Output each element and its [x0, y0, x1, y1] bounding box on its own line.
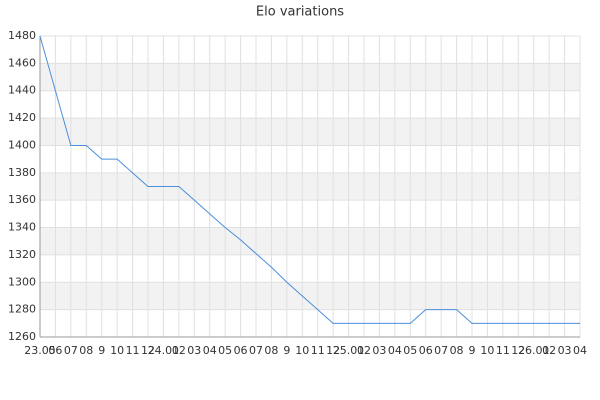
x-tick-label: 9	[98, 344, 105, 357]
x-tick-label: 07	[434, 344, 448, 357]
x-tick-label: 10	[110, 344, 124, 357]
y-tick-label: 1440	[8, 84, 36, 97]
y-tick-label: 1260	[8, 330, 36, 343]
x-tick-label: 06	[234, 344, 248, 357]
x-tick-label: 11	[126, 344, 140, 357]
x-tick-label: 08	[79, 344, 93, 357]
x-tick-label: 02	[172, 344, 186, 357]
x-tick-label: 07	[249, 344, 263, 357]
grid-band	[40, 282, 580, 310]
grid-band	[40, 63, 580, 91]
x-tick-label: 11	[311, 344, 325, 357]
x-tick-label: 08	[264, 344, 278, 357]
chart-title: Elo variations	[256, 5, 344, 20]
x-tick-label: 06	[419, 344, 433, 357]
x-tick-label: 10	[295, 344, 309, 357]
x-tick-label: 03	[558, 344, 572, 357]
x-tick-label: 04	[388, 344, 402, 357]
y-tick-label: 1400	[8, 138, 36, 151]
x-tick-label: 12	[326, 344, 340, 357]
x-tick-label: 26.01	[518, 344, 550, 357]
x-tick-label: 04	[203, 344, 217, 357]
line	[39, 35, 580, 324]
x-tick-label: 23.05	[24, 344, 56, 357]
y-tick-label: 1320	[8, 248, 36, 261]
x-tick-label: 08	[450, 344, 464, 357]
x-tick-label: 10	[480, 344, 494, 357]
x-tick-label: 07	[64, 344, 78, 357]
x-tick-label: 04	[573, 344, 587, 357]
x-tick-label: 03	[187, 344, 201, 357]
grid-band	[40, 227, 580, 255]
x-tick-label: 24.01	[148, 344, 180, 357]
y-tick-label: 1380	[8, 166, 36, 179]
x-tick-label: 12	[141, 344, 155, 357]
x-tick-label: 9	[469, 344, 476, 357]
y-tick-label: 1280	[8, 303, 36, 316]
y-tick-label: 1300	[8, 275, 36, 288]
y-tick-label: 1480	[8, 29, 36, 42]
x-tick-label: 02	[357, 344, 371, 357]
y-tick-label: 1360	[8, 193, 36, 206]
y-tick-label: 1340	[8, 221, 36, 234]
grid-band	[40, 118, 580, 146]
x-tick-label: 03	[372, 344, 386, 357]
grid-band	[40, 172, 580, 201]
x-tick-label: 05	[403, 344, 417, 357]
x-tick-label: 9	[283, 344, 290, 357]
x-tick-label: 05	[218, 344, 232, 357]
y-tick-label: 1420	[8, 111, 36, 124]
y-tick-label: 1460	[8, 56, 36, 69]
x-tick-label: 06	[48, 344, 62, 357]
x-tick-label: 25.01	[333, 344, 365, 357]
x-tick-label: 11	[496, 344, 510, 357]
x-tick-label: 02	[542, 344, 556, 357]
x-tick-label: 12	[511, 344, 525, 357]
